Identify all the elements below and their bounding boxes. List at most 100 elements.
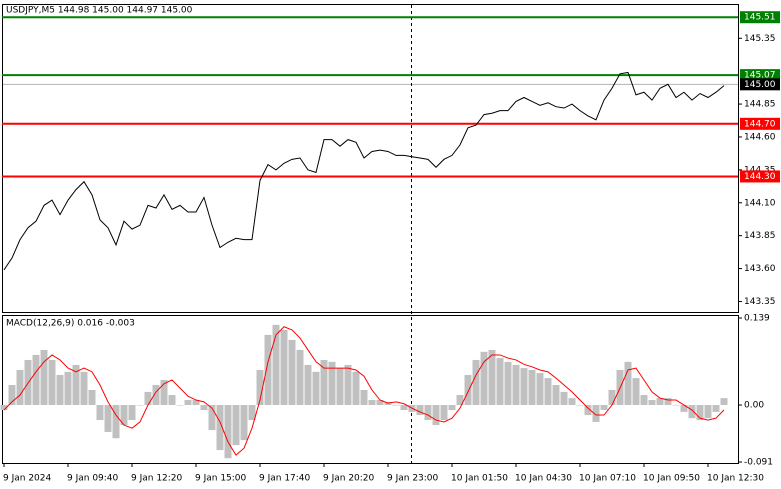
level-label-box [740, 78, 780, 91]
histogram-bar [8, 384, 16, 406]
level-label-box [740, 11, 780, 24]
histogram-bar [144, 391, 152, 406]
histogram-bar [680, 405, 688, 412]
histogram-bar [448, 405, 456, 411]
histogram-bar [648, 400, 656, 406]
histogram-bar [496, 358, 504, 406]
histogram-bar [168, 395, 176, 406]
histogram-bar [208, 405, 216, 431]
histogram-bar [200, 405, 208, 411]
x-tick-label: 9 Jan 20:20 [323, 474, 375, 484]
histogram-bar [360, 390, 368, 406]
histogram-bar [544, 378, 552, 406]
y-tick-label: 144.85 [744, 100, 776, 110]
histogram-bar [696, 405, 704, 421]
histogram-bar [552, 384, 560, 406]
histogram-bar [72, 364, 80, 406]
histogram-bar [352, 371, 360, 406]
level-label: 145.51 [744, 13, 776, 23]
histogram-bar [56, 374, 64, 406]
y-tick-label: 0.00 [744, 401, 764, 411]
histogram-bar [88, 390, 96, 406]
histogram-bar [192, 400, 200, 406]
histogram-bar [600, 405, 608, 411]
histogram-bar [240, 405, 248, 441]
macd-panel-frame [2, 315, 739, 464]
histogram-bar [264, 334, 272, 406]
histogram-bar [112, 405, 120, 439]
y-tick-label: 143.60 [744, 264, 776, 274]
histogram-bar [712, 405, 720, 412]
histogram-bar [32, 354, 40, 406]
histogram-bar [96, 405, 104, 421]
histogram-bar [248, 405, 256, 421]
histogram-bar [632, 378, 640, 406]
histogram-bar [272, 324, 280, 406]
histogram-bar [608, 390, 616, 406]
histogram-bar [48, 359, 56, 406]
histogram-bar [592, 405, 600, 422]
histogram-bar [568, 398, 576, 406]
histogram-bar [184, 400, 192, 406]
histogram-bar [80, 371, 88, 406]
histogram-bar [232, 405, 240, 446]
histogram-bar [40, 349, 48, 406]
histogram-bar [480, 351, 488, 406]
histogram-bar [320, 359, 328, 406]
price-line [3, 71, 725, 271]
y-tick-label: -0.091 [744, 458, 773, 468]
level-label-box [740, 69, 780, 82]
histogram-bar [400, 405, 408, 411]
x-tick-label: 10 Jan 09:50 [643, 474, 700, 484]
histogram-bar [128, 405, 136, 421]
histogram-bar [432, 405, 440, 426]
x-tick-label: 9 Jan 12:20 [131, 474, 183, 484]
x-tick-label: 9 Jan 23:00 [387, 474, 439, 484]
x-tick-label: 9 Jan 17:40 [259, 474, 311, 484]
histogram-bar [392, 405, 400, 406]
histogram-bar [64, 371, 72, 406]
level-label-box [740, 117, 780, 130]
y-tick-label: 143.85 [744, 231, 776, 241]
histogram-bar [120, 405, 128, 426]
y-tick-label: 144.35 [744, 165, 776, 175]
histogram-bar [256, 369, 264, 406]
histogram-bar [224, 405, 232, 459]
histogram-bar [440, 405, 448, 421]
histogram-bar [280, 329, 288, 406]
y-tick-label: 145.35 [744, 34, 776, 44]
histogram-bar [488, 349, 496, 406]
level-label: 144.70 [744, 119, 776, 129]
histogram-bar [368, 400, 376, 406]
histogram-bar [520, 368, 528, 406]
histogram-bar [344, 364, 352, 406]
histogram-bar [104, 405, 112, 432]
x-tick-label: 10 Jan 12:30 [707, 474, 764, 484]
histogram-bar [624, 361, 632, 406]
level-label: 145.07 [744, 71, 776, 81]
level-label-box [740, 170, 780, 183]
histogram-bar [312, 371, 320, 406]
histogram-bar [160, 379, 168, 406]
histogram-bar [424, 405, 432, 421]
histogram-bar [528, 369, 536, 406]
histogram-bar [472, 359, 480, 406]
histogram-bar [688, 405, 696, 419]
x-tick-label: 9 Jan 09:40 [67, 474, 119, 484]
histogram-bar [656, 398, 664, 406]
histogram-bar [328, 361, 336, 406]
x-tick-label: 10 Jan 04:30 [515, 474, 572, 484]
histogram-bar [664, 398, 672, 406]
histogram-bar [560, 391, 568, 406]
x-tick-label: 9 Jan 15:00 [195, 474, 247, 484]
histogram-bar [456, 395, 464, 406]
histogram-bar [136, 405, 144, 406]
histogram-bar [376, 400, 384, 406]
histogram-bar [512, 364, 520, 406]
price-panel-frame [2, 4, 739, 313]
level-label: 145.00 [744, 80, 776, 90]
histogram-bar [640, 395, 648, 406]
level-label: 144.30 [744, 172, 776, 182]
histogram-bar [416, 405, 424, 416]
